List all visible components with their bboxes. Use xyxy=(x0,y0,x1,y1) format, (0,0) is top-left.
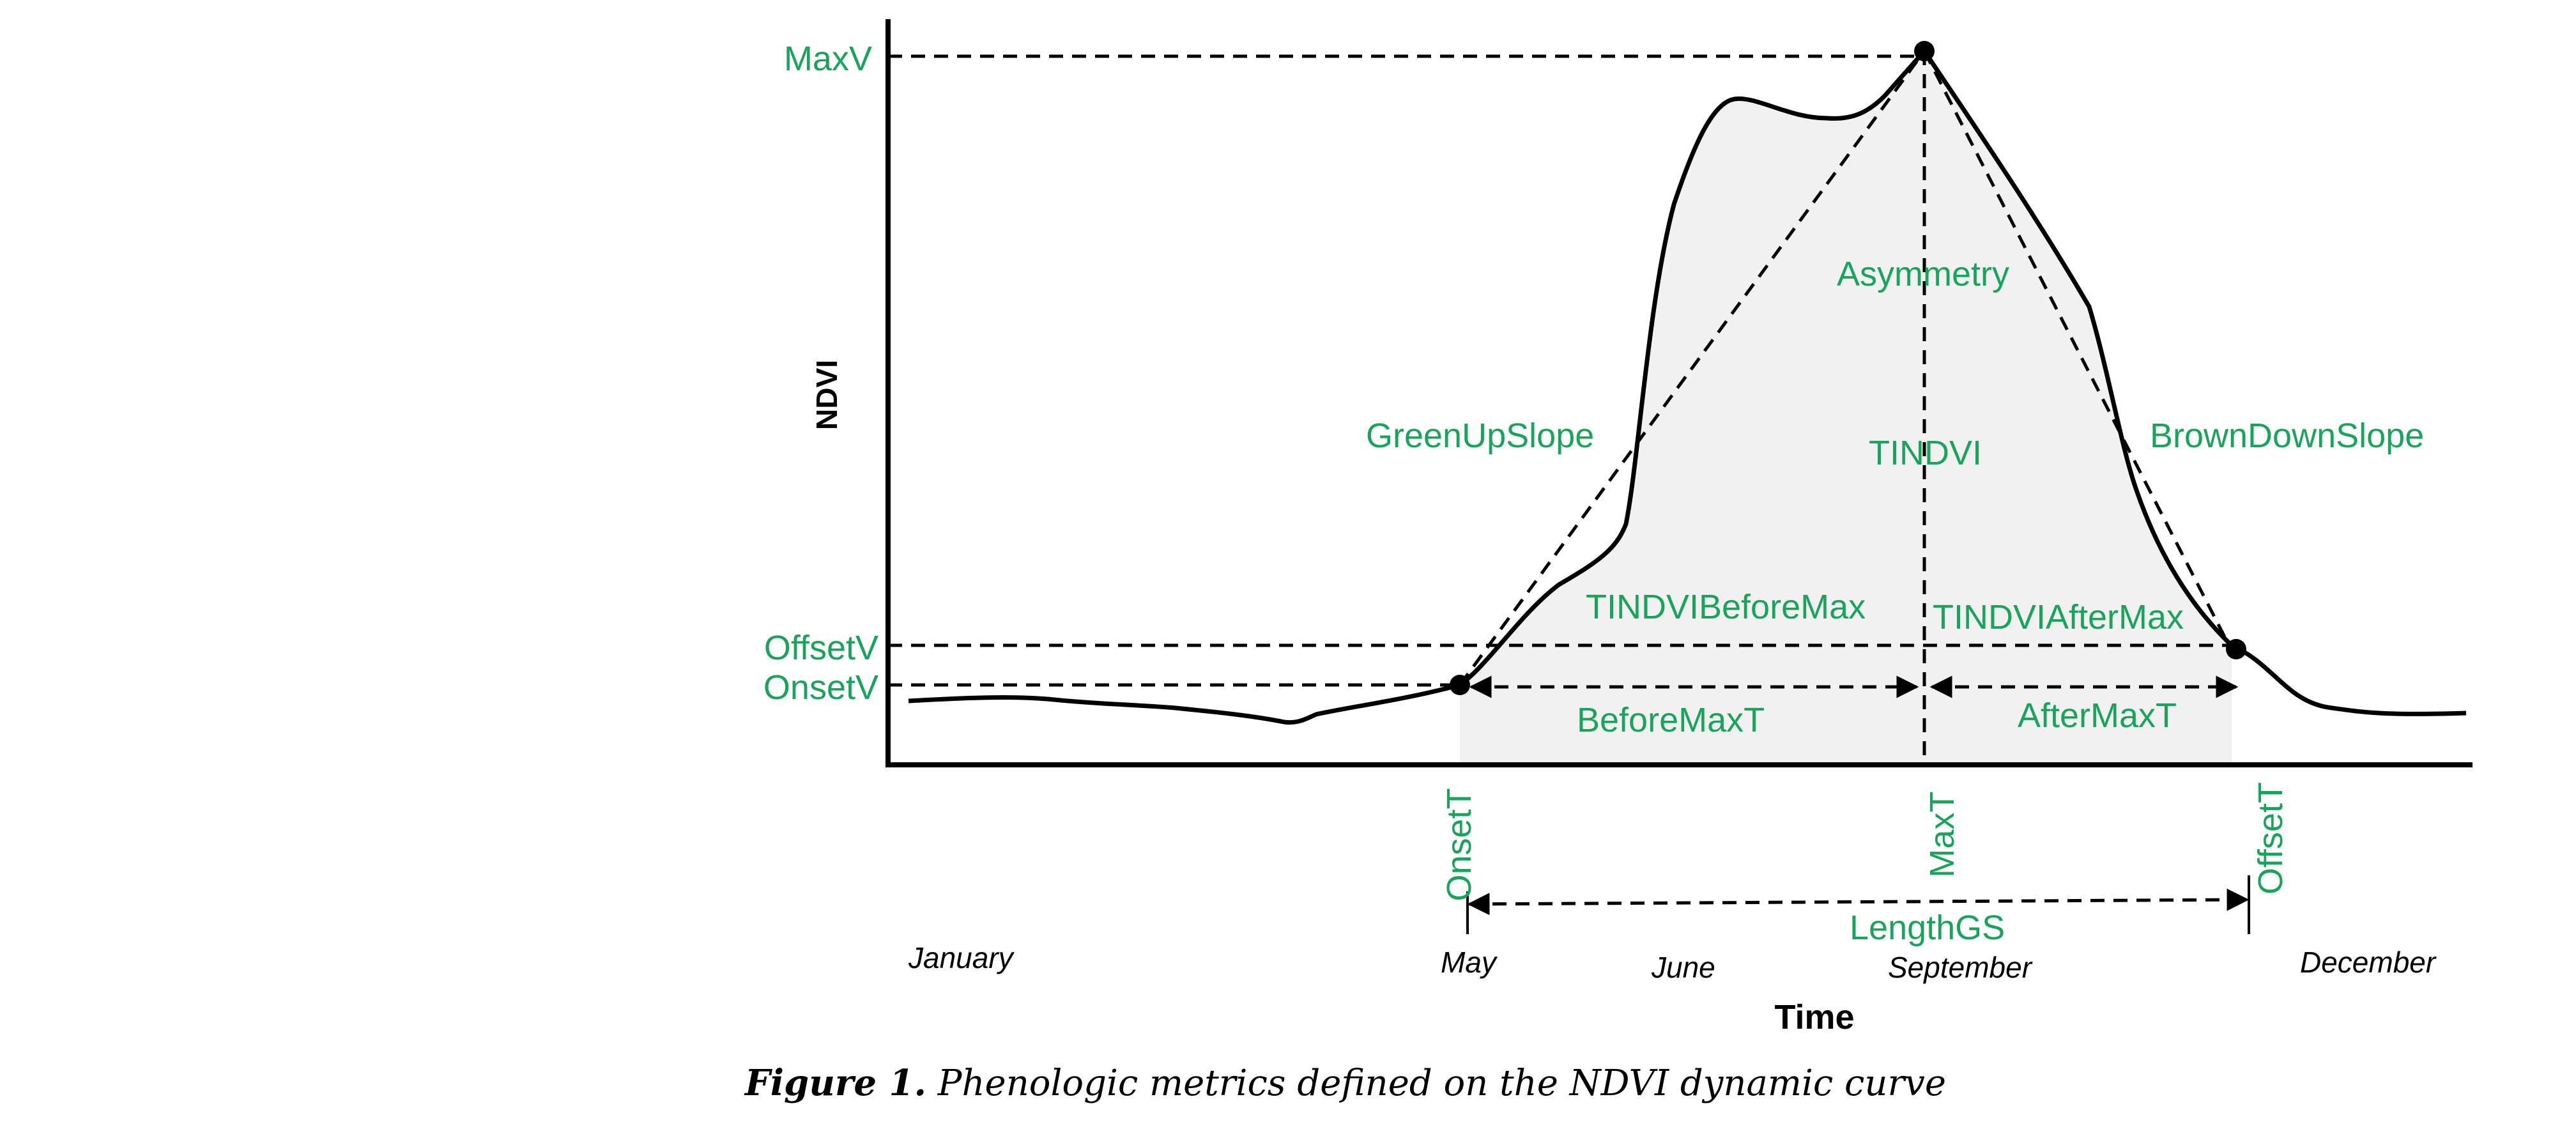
growing-season-area xyxy=(1460,51,2232,762)
month-january: January xyxy=(908,941,1015,974)
onset-t-label: OnsetT xyxy=(1440,788,1478,901)
green-up-slope-label: GreenUpSlope xyxy=(1366,417,1594,455)
after-max-t-label: AfterMaxT xyxy=(2018,696,2177,735)
onsetv-label: OnsetV xyxy=(763,668,878,707)
month-may: May xyxy=(1441,946,1498,979)
max-t-label: MaxT xyxy=(1923,792,1961,878)
max-point xyxy=(1914,41,1935,61)
month-june: June xyxy=(1651,951,1715,984)
ndvi-curve xyxy=(908,47,2467,725)
asymmetry-label: Asymmetry xyxy=(1837,255,2009,293)
figure-caption: Figure 1. Phenologic metrics defined on … xyxy=(0,1062,2576,1104)
tindvi-after-max-label: TINDVIAfterMax xyxy=(1933,598,2184,636)
before-max-t-label: BeforeMaxT xyxy=(1577,701,1765,739)
maxv-label: MaxV xyxy=(784,40,872,78)
tindvi-label: TINDVI xyxy=(1869,434,1982,472)
length-gs-arrow xyxy=(1467,888,2250,916)
brown-down-slope-line xyxy=(1922,50,2234,652)
brown-down-slope-label: BrownDownSlope xyxy=(2150,417,2424,455)
month-december: December xyxy=(2300,946,2437,979)
x-axis-title: Time xyxy=(1774,998,1854,1036)
length-gs-label: LengthGS xyxy=(1850,909,2005,947)
tindvi-before-max-label: TINDVIBeforeMax xyxy=(1586,588,1866,626)
offsetv-label: OffsetV xyxy=(764,629,878,667)
figure-caption-text: Phenologic metrics defined on the NDVI d… xyxy=(926,1063,1946,1104)
onset-point xyxy=(1450,675,1470,695)
figure-caption-label: Figure 1. xyxy=(745,1062,926,1104)
offset-point xyxy=(2226,639,2246,659)
y-axis-title: NDVI xyxy=(810,360,843,430)
green-up-slope-line xyxy=(1458,50,1926,686)
offset-t-label: OffsetT xyxy=(2251,782,2290,895)
month-september: September xyxy=(1888,951,2033,984)
